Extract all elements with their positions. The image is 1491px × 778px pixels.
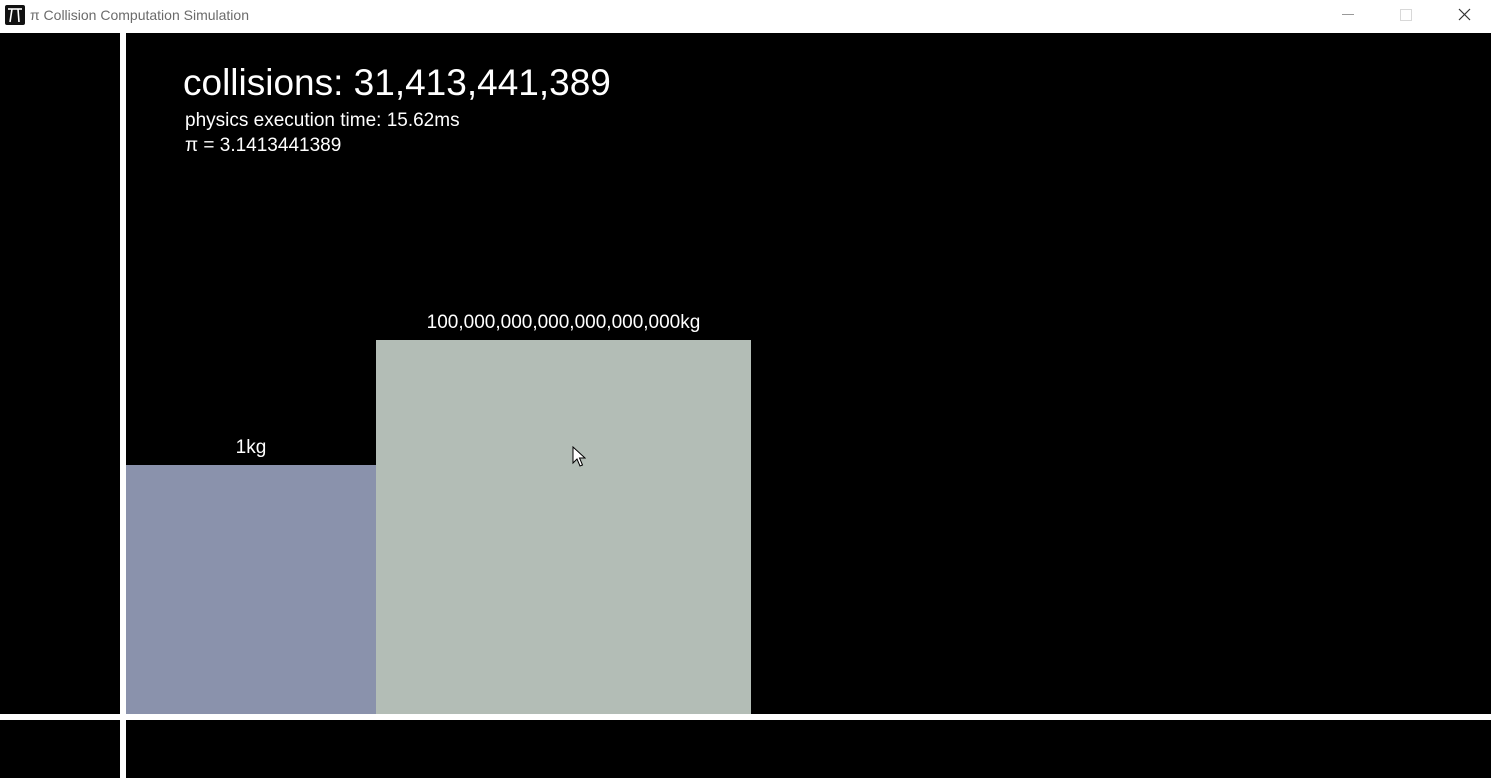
maximize-button[interactable] (1377, 0, 1435, 33)
small-block (126, 465, 376, 714)
app-pi-icon (5, 5, 25, 25)
minimize-button[interactable] (1319, 0, 1377, 33)
close-icon (1458, 8, 1471, 21)
title-bar[interactable]: π Collision Computation Simulation (0, 0, 1491, 33)
close-button[interactable] (1435, 0, 1491, 33)
pi-estimate-readout: π = 3.1413441389 (185, 135, 342, 156)
left-wall (120, 33, 126, 778)
window-title: π Collision Computation Simulation (30, 7, 249, 23)
small-block-mass-label: 1kg (235, 437, 267, 458)
floor-line (0, 714, 1491, 720)
large-block (376, 340, 751, 714)
collision-counter: collisions: 31,413,441,389 (183, 62, 611, 103)
mouse-cursor-icon (572, 446, 586, 467)
execution-time-readout: physics execution time: 15.62ms (185, 110, 460, 131)
maximize-icon (1400, 9, 1412, 21)
minimize-icon (1342, 14, 1354, 15)
simulation-canvas: collisions: 31,413,441,389 physics execu… (0, 33, 1491, 778)
large-block-mass-label: 100,000,000,000,000,000,000kg (426, 312, 701, 333)
